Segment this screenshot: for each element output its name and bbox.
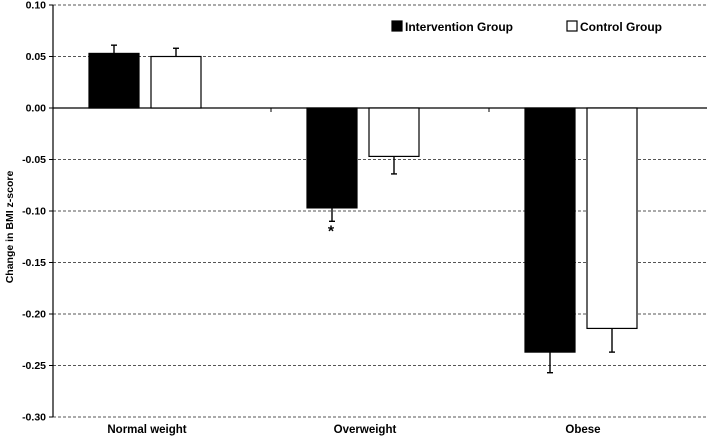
y-tick-label: -0.30 [22, 412, 46, 424]
bar-intervention-2 [524, 107, 576, 353]
bar-control-1 [368, 107, 420, 158]
bar-intervention-1 [306, 107, 358, 209]
x-category-label: Normal weight [107, 424, 186, 436]
y-tick-label: 0.10 [26, 0, 47, 12]
y-axis-title: Change in BMI z-score [4, 171, 16, 284]
y-tick-label: 0.00 [26, 103, 47, 115]
x-category-label: Obese [565, 424, 600, 436]
legend-label: Control Group [580, 20, 662, 34]
y-tick-label: -0.05 [22, 154, 46, 166]
y-tick-label: -0.25 [22, 360, 46, 372]
legend: Intervention Group Control Group [391, 20, 662, 34]
bar-intervention-0 [88, 52, 140, 109]
y-tick-label: -0.20 [22, 309, 46, 321]
y-tick-label: -0.10 [22, 206, 46, 218]
legend-swatch [566, 20, 578, 32]
y-tick-label: 0.05 [26, 51, 47, 63]
x-category-label: Overweight [334, 424, 397, 436]
bar-control-2 [586, 107, 638, 330]
y-tick-label: -0.15 [22, 257, 46, 269]
bar-control-0 [150, 55, 202, 109]
significance-marker: * [328, 223, 335, 240]
bars [88, 44, 638, 374]
labels: 0.10 0.05 0.00 -0.05 -0.10 -0.15 -0.20 -0.25 -0.… [22, 0, 601, 436]
legend-swatch [391, 20, 403, 32]
legend-label: Intervention Group [405, 20, 513, 34]
